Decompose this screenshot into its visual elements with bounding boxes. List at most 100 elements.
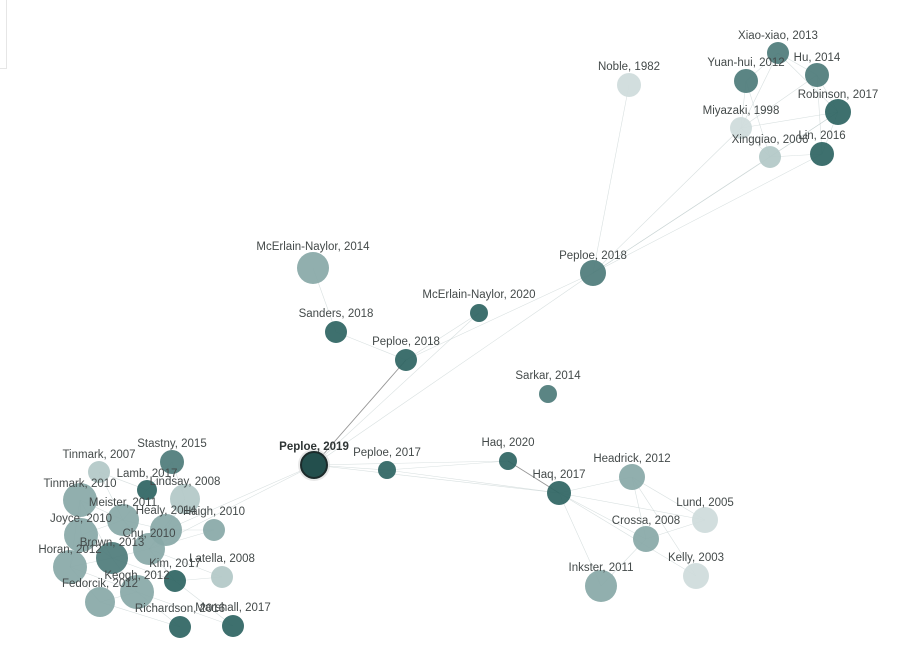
node-label-brown2013: Brown, 2013 [80, 537, 145, 549]
node-tinmark2010[interactable] [63, 483, 97, 517]
node-label-mcnaylor2014: McErlain-Naylor, 2014 [256, 241, 370, 253]
edge-peploe2018b-noble1982 [592, 84, 630, 274]
node-yuanhui2012[interactable] [734, 69, 758, 93]
node-label-sarkar2014: Sarkar, 2014 [515, 370, 581, 382]
node-label-lund2005: Lund, 2005 [676, 497, 734, 509]
node-xiaoxiao2013[interactable] [767, 42, 789, 64]
node-noble1982[interactable] [617, 73, 641, 97]
node-label-haigh2010: Haigh, 2010 [183, 506, 245, 518]
node-label-latella2008: Latella, 2008 [189, 553, 255, 565]
edge-peploe2019-healy2014 [165, 464, 315, 531]
node-sarkar2014[interactable] [539, 385, 557, 403]
node-peploe2018b[interactable] [580, 260, 606, 286]
node-label-mcnaylor2020: McErlain-Naylor, 2020 [422, 289, 535, 301]
node-brown2013[interactable] [96, 542, 128, 574]
panel-edge [0, 0, 7, 69]
node-sanders2018[interactable] [325, 321, 347, 343]
edge-haq2017-inkster2011 [558, 492, 602, 587]
node-label-stastny2015: Stastny, 2015 [137, 438, 206, 450]
node-mcnaylor2020[interactable] [470, 304, 488, 322]
node-label-miyazaki1998: Miyazaki, 1998 [703, 105, 780, 117]
node-haigh2010[interactable] [203, 519, 225, 541]
edge-peploe2018a-mcnaylor2020 [405, 312, 480, 361]
edge-xiaoxiao2013-miyazaki1998 [740, 52, 779, 129]
edge-peploe2018b-miyazaki1998 [592, 127, 742, 274]
node-label-xingqiao2006: Xingqiao, 2006 [732, 134, 809, 146]
node-tinmark2007[interactable] [88, 461, 110, 483]
node-label-meister2011: Meister, 2011 [89, 497, 157, 509]
edge-peploe2019-haq2017 [313, 464, 560, 494]
node-keogh2012[interactable] [120, 575, 154, 609]
edge-robinson2017-miyazaki1998 [740, 111, 839, 129]
edge-haq2017-lund2005 [558, 492, 706, 521]
node-label-headrick2012: Headrick, 2012 [593, 453, 670, 465]
graph-edges [69, 52, 839, 628]
node-label-joyce2010: Joyce, 2010 [50, 513, 112, 525]
node-label-crossa2008: Crossa, 2008 [612, 515, 680, 527]
node-crossa2008[interactable] [633, 526, 659, 552]
node-inkster2011[interactable] [585, 570, 617, 602]
edge-robinson2017-xingqiao2006 [769, 111, 839, 158]
node-peploe2017[interactable] [378, 461, 396, 479]
edge-peploe2018b-lin2016 [592, 153, 823, 274]
node-robinson2017[interactable] [825, 99, 851, 125]
node-label-robinson2017: Robinson, 2017 [798, 89, 879, 101]
node-label-peploe2019: Peploe, 2019 [279, 441, 349, 453]
node-label-haq2017: Haq, 2017 [532, 469, 585, 481]
edge-peploe2017-haq2020 [386, 460, 509, 471]
node-chu2010[interactable] [133, 533, 165, 565]
node-label-chu2010: Chu, 2010 [122, 528, 175, 540]
node-miyazaki1998[interactable] [730, 117, 752, 139]
node-lund2005[interactable] [692, 507, 718, 533]
node-kim2017[interactable] [164, 570, 186, 592]
node-label-peploe2017: Peploe, 2017 [353, 447, 421, 459]
node-xingqiao2006[interactable] [759, 146, 781, 168]
node-label-xiaoxiao2013: Xiao-xiao, 2013 [738, 30, 818, 42]
edge-peploe2019-peploe2018a [313, 359, 407, 466]
graph-nodes[interactable] [53, 42, 851, 638]
node-label-tinmark2010: Tinmark, 2010 [43, 478, 116, 490]
edge-peploe2018a-sanders2018 [335, 331, 407, 361]
edge-peploe2019-peploe2018b [313, 272, 594, 466]
edge-peploe2018a-peploe2018b [405, 272, 594, 361]
node-haq2020[interactable] [499, 452, 517, 470]
node-lindsay2008[interactable] [170, 484, 200, 514]
node-label-kelly2003: Kelly, 2003 [668, 552, 724, 564]
node-meister2011[interactable] [107, 504, 139, 536]
node-marshall2017[interactable] [222, 615, 244, 637]
node-label-lindsay2008: Lindsay, 2008 [150, 476, 221, 488]
edge-peploe2017-haq2017 [386, 469, 560, 494]
node-haq2017[interactable] [547, 481, 571, 505]
node-label-keogh2012: Keogh, 2012 [104, 570, 169, 582]
edge-yuanhui2012-xingqiao2006 [745, 80, 771, 158]
node-horan2012[interactable] [53, 550, 87, 584]
node-lamb2017[interactable] [137, 480, 157, 500]
graph-labels: Peploe, 2017 Peploe, 2018 Sanders, 2018 McE… [38, 30, 878, 615]
node-label-fedorcik2012: Fedorcik, 2012 [62, 578, 138, 590]
node-label-hu2014: Hu, 2014 [794, 52, 841, 64]
node-kelly2003[interactable] [683, 563, 709, 589]
node-label-yuanhui2012: Yuan-hui, 2012 [707, 57, 784, 69]
node-label-horan2012: Horan, 2012 [38, 544, 101, 556]
node-peploe2019[interactable] [300, 451, 328, 479]
node-richardson2016[interactable] [169, 616, 191, 638]
node-label-noble1982: Noble, 1982 [598, 61, 660, 73]
node-label-peploe2018b: Peploe, 2018 [559, 250, 627, 262]
node-label-marshall2017: Marshall, 2017 [195, 602, 270, 614]
node-label-peploe2018a: Peploe, 2018 [372, 336, 440, 348]
node-stastny2015[interactable] [160, 450, 184, 474]
edge-haq2017-kelly2003 [558, 492, 697, 577]
node-hu2014[interactable] [805, 63, 829, 87]
node-joyce2010[interactable] [64, 518, 98, 552]
edge-hu2014-lin2016 [816, 74, 823, 155]
node-lin2016[interactable] [810, 142, 834, 166]
node-fedorcik2012[interactable] [85, 587, 115, 617]
edge-haq2017-crossa2008 [558, 492, 647, 540]
edge-headrick2012-lund2005 [631, 476, 706, 521]
node-headrick2012[interactable] [619, 464, 645, 490]
node-peploe2018a[interactable] [395, 349, 417, 371]
node-mcnaylor2014[interactable] [297, 252, 329, 284]
node-label-kim2017: Kim, 2017 [149, 558, 201, 570]
node-latella2008[interactable] [211, 566, 233, 588]
